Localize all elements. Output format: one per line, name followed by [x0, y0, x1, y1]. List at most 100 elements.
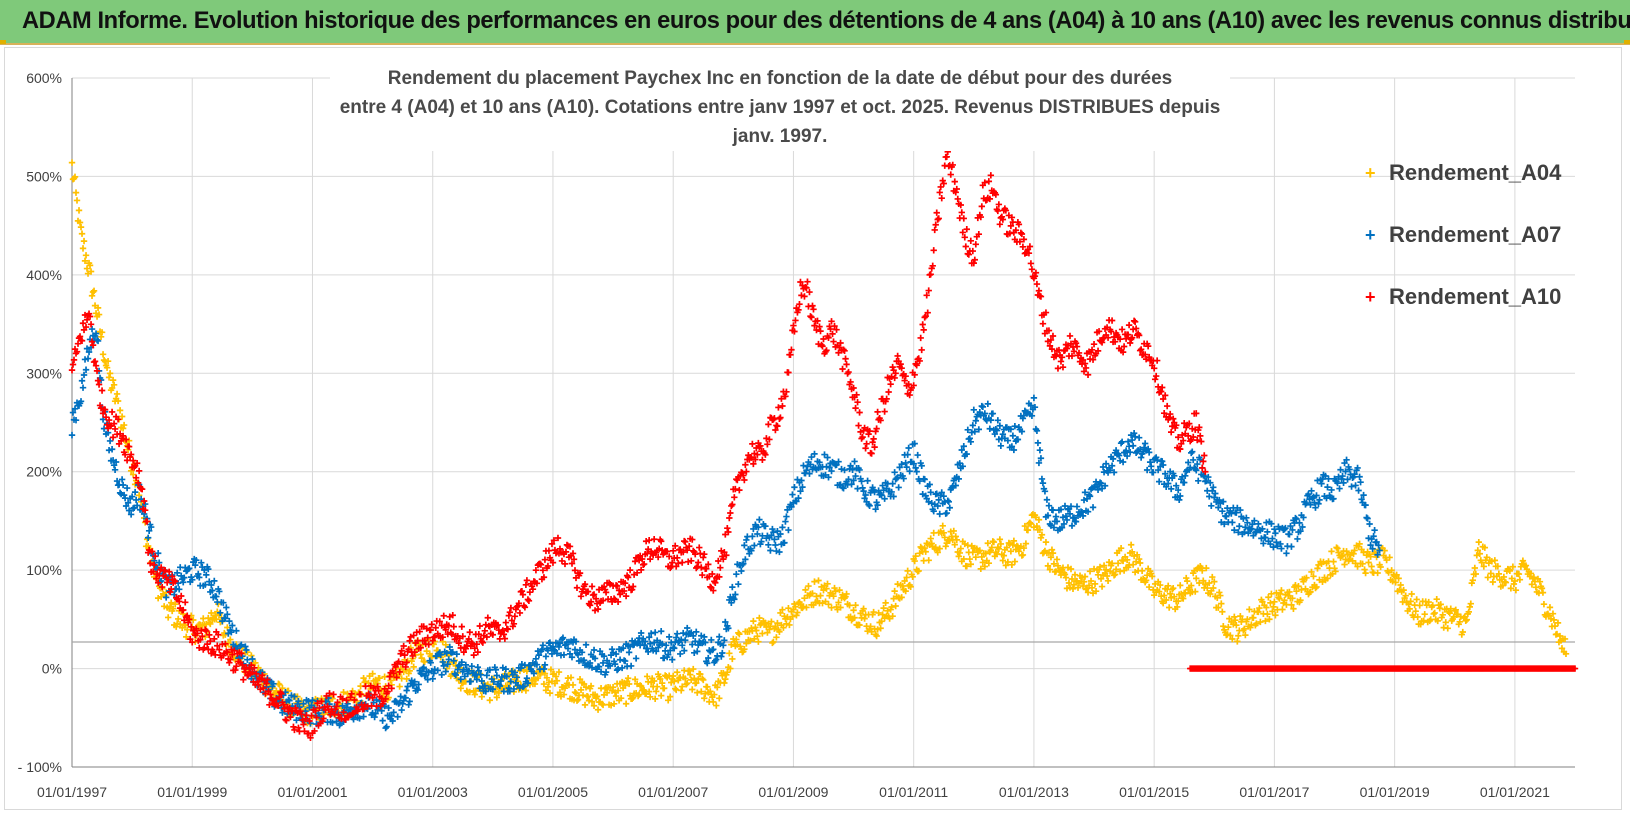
- data-point: [701, 633, 708, 641]
- data-point: [220, 599, 227, 606]
- data-point: [921, 544, 928, 552]
- data-point: [777, 609, 784, 617]
- data-point: [536, 560, 544, 567]
- data-point: [815, 577, 822, 584]
- data-point: [640, 560, 648, 568]
- data-point: [87, 321, 95, 328]
- data-point: [1287, 522, 1294, 530]
- data-point: [239, 661, 246, 669]
- data-point: [1465, 608, 1472, 616]
- data-point: [425, 669, 432, 676]
- data-point: [679, 642, 686, 649]
- data-point: [841, 347, 848, 354]
- data-point: [106, 437, 114, 445]
- data-point: [709, 570, 716, 578]
- data-point: [316, 704, 323, 712]
- data-point: [654, 553, 662, 561]
- data-point: [1048, 546, 1056, 553]
- data-point: [680, 548, 687, 556]
- data-point: [697, 670, 704, 678]
- data-point: [408, 677, 415, 684]
- data-point: [333, 718, 340, 725]
- data-point: [120, 491, 128, 499]
- data-point: [984, 400, 992, 408]
- data-point: [70, 356, 78, 364]
- data-point: [1007, 222, 1015, 230]
- data-point: [802, 586, 809, 594]
- data-point: [1281, 526, 1288, 533]
- data-point: [855, 422, 862, 429]
- data-point: [723, 552, 730, 559]
- data-point: [1220, 498, 1227, 505]
- data-point: [436, 618, 443, 625]
- data-point: [1028, 412, 1036, 419]
- data-point: [729, 655, 736, 663]
- data-point: [911, 440, 918, 447]
- data-point: [248, 652, 255, 659]
- data-point: [824, 580, 831, 587]
- data-point: [120, 421, 128, 429]
- data-point: [1194, 460, 1201, 468]
- data-point: [416, 628, 423, 635]
- data-point: [866, 427, 873, 435]
- data-point: [1463, 616, 1470, 623]
- data-point: [390, 670, 397, 677]
- data-point: [620, 587, 628, 595]
- data-point: [775, 404, 782, 411]
- data-point: [1264, 610, 1271, 618]
- data-point: [369, 670, 376, 677]
- data-point: [816, 459, 823, 466]
- data-point: [1007, 426, 1015, 433]
- data-point: [569, 550, 577, 557]
- data-point: [913, 468, 920, 475]
- data-point: [687, 671, 694, 678]
- data-point: [489, 631, 497, 638]
- data-point: [785, 526, 792, 534]
- data-point: [1175, 597, 1182, 605]
- data-point: [914, 451, 921, 459]
- data-point: [806, 288, 813, 296]
- data-point: [378, 707, 385, 714]
- data-point: [1090, 340, 1098, 348]
- data-point: [1046, 342, 1054, 350]
- data-point: [231, 647, 238, 654]
- data-point: [260, 684, 267, 692]
- data-point: [817, 592, 824, 599]
- data-point: [733, 570, 740, 578]
- data-point: [995, 201, 1003, 208]
- data-point: [705, 561, 712, 568]
- data-point: [1237, 506, 1244, 514]
- data-point: [711, 691, 718, 698]
- data-point: [1318, 480, 1325, 487]
- data-point: [79, 384, 87, 391]
- data-point: [88, 338, 96, 345]
- data-point: [406, 667, 413, 675]
- data-point: [431, 666, 438, 673]
- data-point: [1078, 509, 1086, 516]
- data-point: [147, 523, 155, 531]
- data-point: [975, 231, 983, 238]
- data-point: [95, 381, 103, 388]
- data-point: [1333, 544, 1340, 551]
- data-point: [590, 702, 598, 709]
- data-point: [756, 614, 763, 622]
- data-point: [1219, 608, 1226, 615]
- data-point: [213, 593, 220, 600]
- data-point: [715, 557, 722, 565]
- data-point: [471, 645, 479, 652]
- data-point: [841, 466, 848, 474]
- data-point: [1511, 577, 1519, 585]
- data-point: [1057, 506, 1065, 513]
- data-point: [1175, 486, 1182, 494]
- data-point: [795, 494, 802, 502]
- data-point: [140, 510, 148, 518]
- data-point: [789, 491, 796, 498]
- data-point: [259, 672, 266, 679]
- data-point: [1027, 260, 1035, 267]
- data-point: [728, 599, 735, 607]
- data-point: [870, 608, 877, 616]
- data-point: [1310, 573, 1317, 580]
- data-point: [1288, 543, 1295, 550]
- data-point: [1104, 577, 1112, 584]
- data-point: [1256, 604, 1263, 612]
